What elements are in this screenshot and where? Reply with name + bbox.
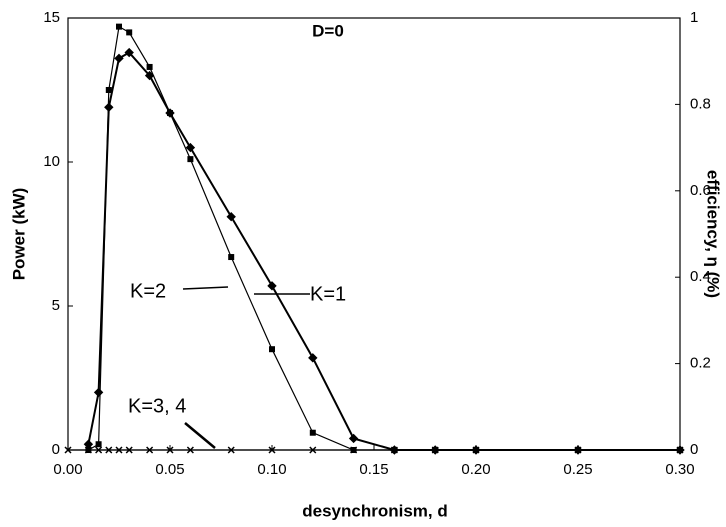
marker bbox=[124, 47, 134, 58]
x-tick-label: 0.05 bbox=[155, 461, 184, 478]
x-tick-label: 0.25 bbox=[563, 461, 592, 478]
marker bbox=[574, 446, 582, 454]
marker bbox=[95, 441, 102, 448]
x-tick-label: 0.15 bbox=[359, 461, 388, 478]
annotation: K=2 bbox=[130, 280, 166, 302]
marker bbox=[126, 29, 133, 36]
y-tick-label: 15 bbox=[43, 9, 60, 26]
marker bbox=[84, 446, 92, 454]
y2-tick-label: 0.6 bbox=[690, 182, 711, 199]
y2-tick-label: 0 bbox=[690, 441, 698, 458]
leader-line bbox=[182, 286, 229, 290]
y2-tick-label: 1 bbox=[690, 9, 698, 26]
y2-tick-label: 0.4 bbox=[690, 268, 711, 285]
annotation: K=1 bbox=[310, 283, 346, 305]
marker bbox=[431, 446, 439, 454]
marker bbox=[676, 446, 684, 454]
marker bbox=[115, 446, 123, 454]
series-line bbox=[87, 51, 680, 451]
marker bbox=[105, 87, 112, 93]
y-tick-label: 0 bbox=[52, 441, 60, 458]
marker bbox=[167, 110, 173, 117]
marker bbox=[146, 63, 153, 70]
x-tick-label: 0.00 bbox=[53, 461, 82, 478]
y-axis-label: Power (kW) bbox=[9, 188, 28, 281]
marker bbox=[267, 281, 277, 291]
series-line bbox=[88, 25, 680, 451]
marker bbox=[226, 212, 236, 222]
marker bbox=[472, 446, 480, 454]
marker bbox=[309, 429, 316, 436]
y2-tick-label: 0.2 bbox=[690, 355, 711, 372]
leader-line bbox=[184, 422, 216, 449]
marker bbox=[268, 446, 276, 454]
marker bbox=[227, 446, 235, 454]
marker bbox=[166, 446, 174, 454]
marker bbox=[114, 53, 124, 64]
x-axis-label: desynchronism, d bbox=[302, 501, 447, 520]
x-tick-label: 0.20 bbox=[461, 461, 490, 478]
marker bbox=[308, 353, 318, 363]
marker bbox=[350, 446, 358, 454]
marker bbox=[228, 254, 235, 261]
annotation: K=3, 4 bbox=[128, 395, 186, 417]
marker bbox=[186, 446, 194, 454]
marker bbox=[348, 433, 359, 444]
marker bbox=[390, 446, 398, 454]
marker bbox=[105, 446, 113, 454]
x-tick-label: 0.30 bbox=[665, 461, 694, 478]
y2-axis-label: efficiency, η (%) bbox=[704, 170, 723, 298]
y-tick-label: 10 bbox=[43, 153, 60, 170]
marker bbox=[93, 387, 104, 398]
marker bbox=[269, 346, 275, 353]
marker bbox=[146, 446, 154, 454]
marker bbox=[187, 156, 194, 163]
marker bbox=[64, 446, 72, 454]
annotation: D=0 bbox=[312, 21, 344, 40]
x-tick-label: 0.10 bbox=[257, 461, 286, 478]
marker bbox=[309, 446, 317, 454]
marker bbox=[95, 446, 103, 454]
marker bbox=[185, 142, 196, 153]
y2-tick-label: 0.8 bbox=[690, 95, 711, 112]
marker bbox=[116, 23, 122, 30]
marker bbox=[125, 446, 133, 454]
y-tick-label: 5 bbox=[52, 297, 60, 314]
plot-frame bbox=[67, 17, 681, 451]
